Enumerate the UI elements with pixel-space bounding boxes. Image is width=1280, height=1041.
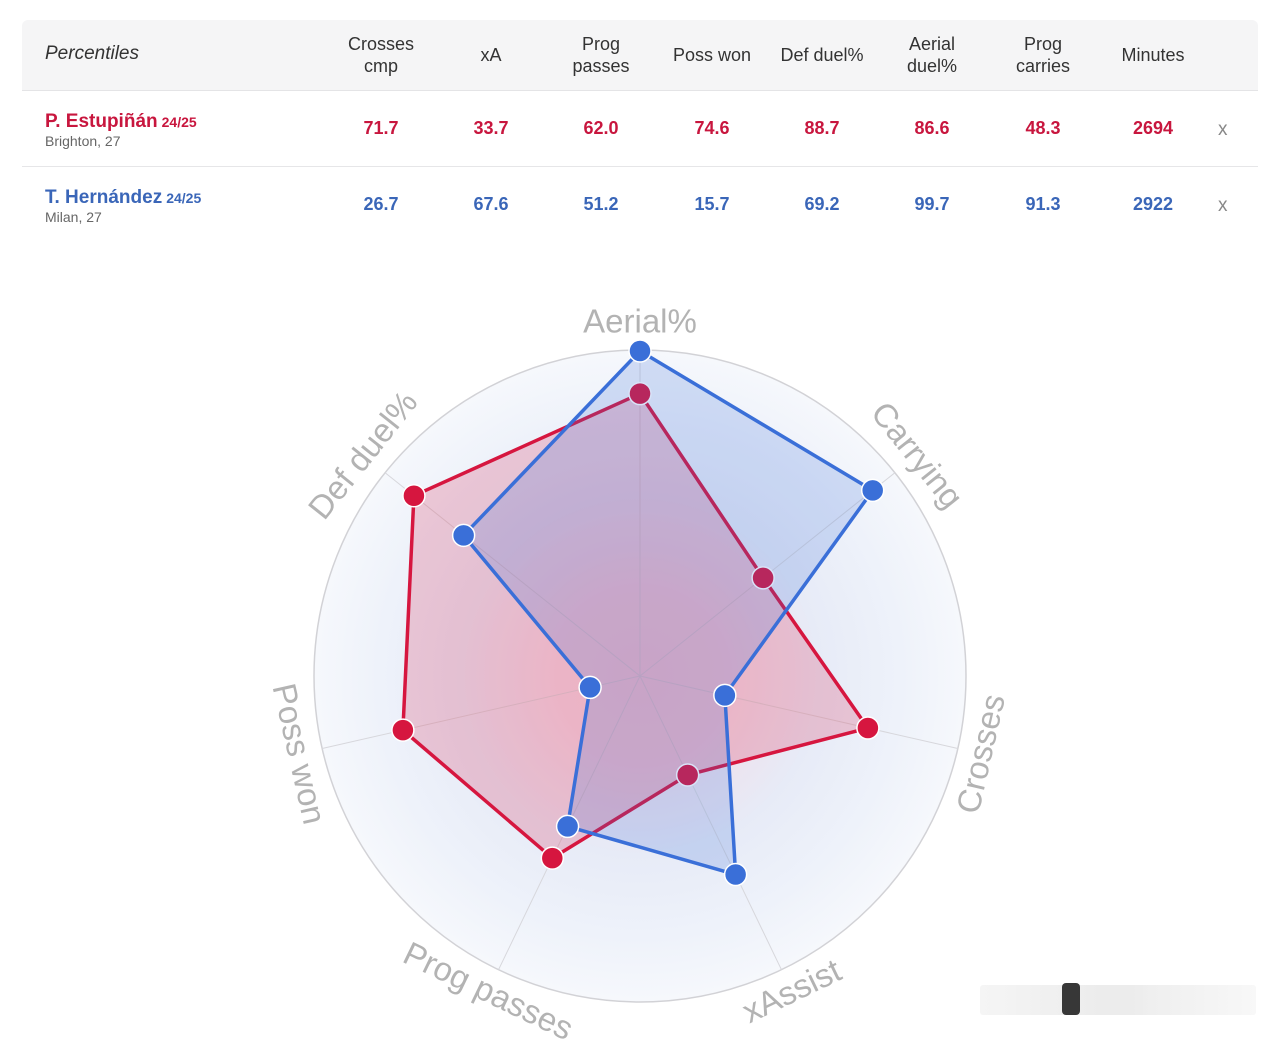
column-header[interactable]: Prog carries xyxy=(1015,34,1070,76)
radar-point[interactable] xyxy=(723,862,748,887)
column-header[interactable]: xA xyxy=(480,45,502,65)
radar-axis-label: Aerial% xyxy=(583,303,697,340)
table-cell: 62.0 xyxy=(583,118,619,138)
table-cell: 26.7 xyxy=(363,194,399,214)
table-cell: 99.7 xyxy=(914,194,950,214)
player-club: Brighton, 27 xyxy=(45,133,121,149)
remove-player-button[interactable]: x xyxy=(1218,119,1228,140)
header-title: Percentiles xyxy=(45,43,139,64)
radar-point[interactable] xyxy=(540,846,565,870)
radar-polygon xyxy=(461,349,875,877)
column-header[interactable]: Prog passes xyxy=(572,34,630,76)
radar-series-estupinan xyxy=(391,381,880,870)
season-label: 24/25 xyxy=(166,190,202,206)
radar-point[interactable] xyxy=(555,814,580,839)
radar-point[interactable] xyxy=(751,566,775,590)
table-cell: 91.3 xyxy=(1025,194,1061,214)
table-cell: 15.7 xyxy=(694,194,730,214)
percentiles-table: Percentiles Crosses cmp xA Prog passes P… xyxy=(22,20,1258,242)
radar-spoke xyxy=(639,675,782,970)
table-cell: 69.2 xyxy=(804,194,840,214)
season-label: 24/25 xyxy=(161,114,197,130)
column-header[interactable]: Crosses cmp xyxy=(347,34,414,76)
column-header[interactable]: Minutes xyxy=(1121,45,1185,65)
table-row: T. Hernández 24/25 Milan, 27 26.7 67.6 51… xyxy=(22,167,1258,242)
radar-series-hernandez xyxy=(451,339,885,887)
table-cell: 86.6 xyxy=(914,118,950,138)
table-cell: 51.2 xyxy=(583,194,619,214)
table-row: P. Estupiñán 24/25 Brighton, 27 71.7 33.7… xyxy=(22,91,1258,167)
player-name[interactable]: T. Hernández 24/25 xyxy=(45,187,202,208)
remove-player-button[interactable]: x xyxy=(1218,195,1228,216)
table-cell: 2694 xyxy=(1132,118,1174,138)
column-header[interactable]: Poss won xyxy=(672,45,752,65)
player-club: Milan, 27 xyxy=(45,209,102,225)
player-name[interactable]: P. Estupiñán 24/25 xyxy=(45,111,197,132)
table-cell: 71.7 xyxy=(363,118,399,138)
radar-point[interactable] xyxy=(628,381,652,406)
radar-spoke xyxy=(639,675,958,750)
radar-series xyxy=(391,339,885,887)
radar-point[interactable] xyxy=(578,675,602,700)
table-cell: 48.3 xyxy=(1025,118,1061,138)
radar-point[interactable] xyxy=(856,716,880,740)
radar-spoke xyxy=(384,472,641,677)
radar-point[interactable] xyxy=(675,763,700,787)
radar-point[interactable] xyxy=(402,483,426,508)
radar-spokes xyxy=(322,350,958,970)
radar-point[interactable] xyxy=(860,478,885,503)
table-cell: 67.6 xyxy=(473,194,509,214)
table-cell: 74.6 xyxy=(694,118,730,138)
column-header[interactable]: Def duel% xyxy=(780,45,864,65)
table-cell: 2922 xyxy=(1132,194,1174,214)
table-cell: 88.7 xyxy=(804,118,840,138)
radar-point[interactable] xyxy=(451,523,476,548)
radar-point[interactable] xyxy=(713,683,737,708)
radar-point[interactable] xyxy=(391,718,415,742)
radar-polygon xyxy=(401,391,870,860)
watermark xyxy=(980,983,1256,1015)
table-cell: 33.7 xyxy=(473,118,509,138)
column-header[interactable]: Aerial duel% xyxy=(906,34,958,76)
radar-point[interactable] xyxy=(628,339,652,363)
table-header: Percentiles Crosses cmp xA Prog passes P… xyxy=(22,20,1258,91)
